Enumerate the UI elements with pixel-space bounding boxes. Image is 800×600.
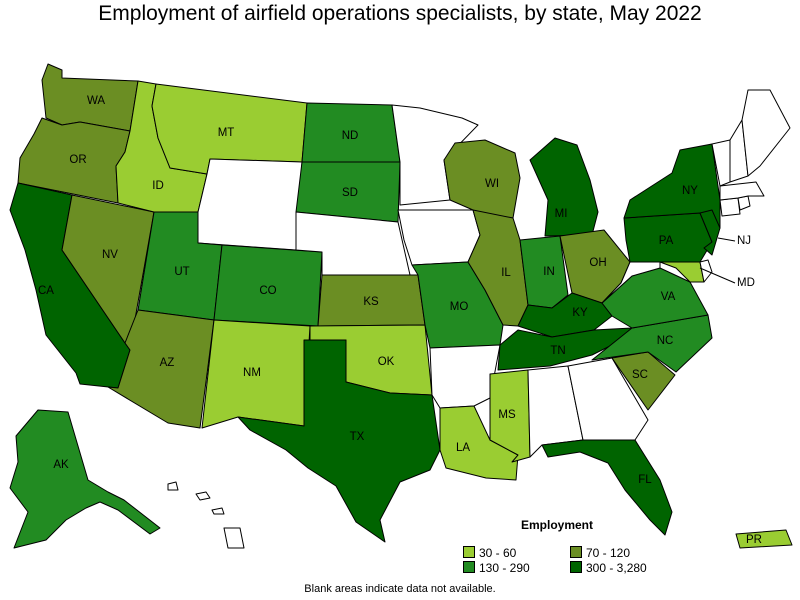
- state-label-nd: ND: [342, 130, 359, 142]
- state-label-in: IN: [543, 266, 555, 278]
- state-label-ak: AK: [53, 459, 69, 471]
- state-ny: [623, 143, 721, 229]
- state-label-sd: SD: [342, 187, 358, 199]
- state-ak: [9, 409, 161, 549]
- state-label-md: MD: [737, 277, 755, 289]
- state-label-mi: MI: [555, 208, 568, 220]
- state-label-fl: FL: [638, 474, 652, 486]
- state-label-nv: NV: [102, 249, 118, 261]
- state-label-co: CO: [259, 285, 276, 297]
- legend-title: Employment: [521, 518, 594, 532]
- legend-item-2: 70 - 120: [570, 546, 630, 560]
- state-label-tn: TN: [550, 345, 565, 357]
- state-il: [467, 209, 529, 327]
- state-label-mo: MO: [450, 301, 469, 313]
- state-label-tx: TX: [350, 431, 365, 443]
- state-label-il: IL: [501, 267, 511, 279]
- legend-swatch-3: [463, 561, 475, 573]
- state-mi: [529, 137, 599, 237]
- state-label-ks: KS: [363, 296, 379, 308]
- state-az: [107, 309, 215, 429]
- state-pr: [735, 529, 793, 549]
- state-label-ca: CA: [38, 285, 54, 297]
- state-me: [741, 89, 791, 177]
- state-label-wa: WA: [87, 95, 105, 107]
- state-label-sc: SC: [632, 369, 648, 381]
- legend-item-1: 30 - 60: [463, 546, 516, 560]
- footnote: Blank areas indicate data not available.: [304, 583, 496, 595]
- state-label-va: VA: [661, 291, 676, 303]
- state-label-mt: MT: [218, 127, 235, 139]
- legend-swatch-4: [570, 561, 582, 573]
- md-callout-line: [699, 267, 736, 284]
- nj-callout-line: [717, 237, 736, 242]
- state-label-ok: OK: [378, 356, 395, 368]
- state-ia: [397, 209, 481, 266]
- state-label-wi: WI: [485, 178, 499, 190]
- state-label-nj: NJ: [737, 235, 751, 247]
- legend-item-3: 130 - 290: [463, 561, 530, 575]
- state-label-pa: PA: [659, 235, 674, 247]
- legend-label-2: 70 - 120: [586, 546, 631, 560]
- state-ma: [719, 181, 765, 201]
- state-wi: [443, 139, 521, 219]
- legend-item-4: 300 - 3,280: [570, 561, 647, 575]
- legend-label-1: 30 - 60: [479, 546, 517, 560]
- state-label-ms: MS: [498, 409, 516, 421]
- legend-label-4: 300 - 3,280: [586, 561, 647, 575]
- state-fl: [541, 439, 673, 536]
- state-label-pr: PR: [746, 534, 762, 546]
- state-ga: [567, 357, 649, 441]
- state-label-la: LA: [456, 442, 470, 454]
- legend-label-3: 130 - 290: [479, 561, 530, 575]
- state-la: [439, 405, 519, 481]
- state-label-ky: KY: [572, 307, 588, 319]
- state-hi: [167, 481, 245, 549]
- state-label-nm: NM: [243, 367, 261, 379]
- state-md: [659, 261, 705, 283]
- state-wy: [197, 158, 303, 251]
- state-label-ut: UT: [174, 266, 189, 278]
- state-label-id: ID: [152, 180, 164, 192]
- legend-swatch-2: [570, 546, 582, 558]
- state-label-ny: NY: [682, 185, 698, 197]
- state-label-oh: OH: [589, 257, 606, 269]
- state-ct: [719, 197, 741, 217]
- state-nj: [699, 209, 721, 256]
- map-title: Employment of airfield operations specia…: [98, 2, 702, 25]
- state-label-or: OR: [69, 154, 86, 166]
- state-tx: [237, 339, 441, 543]
- state-label-az: AZ: [160, 357, 175, 369]
- state-label-nc: NC: [657, 335, 674, 347]
- legend-swatch-1: [463, 546, 475, 558]
